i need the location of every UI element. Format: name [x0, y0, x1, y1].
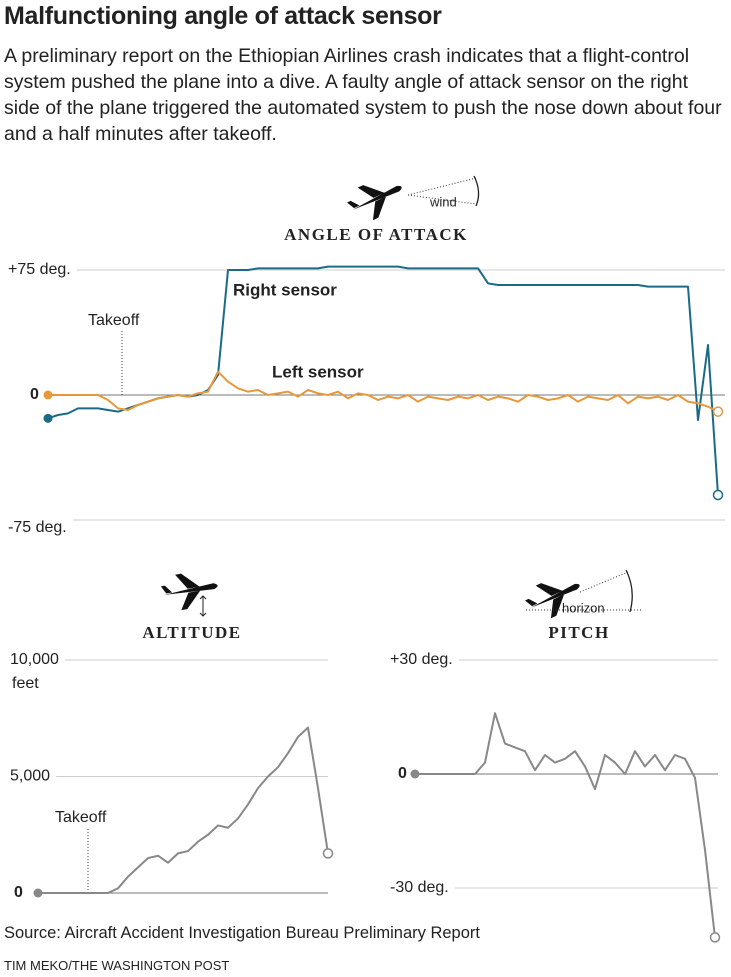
data-line: [48, 370, 719, 413]
y-tick-label: 0: [30, 386, 39, 403]
start-point: [43, 413, 53, 423]
start-point: [33, 888, 43, 898]
annotation: Takeoff: [55, 809, 107, 826]
start-point: [410, 769, 420, 779]
icon-arc: [625, 569, 633, 613]
y-tick-label: +30 deg.: [390, 651, 453, 668]
annotation: Takeoff: [88, 312, 140, 329]
y-tick-label: -30 deg.: [390, 879, 449, 896]
title: Malfunctioning angle of attack sensor: [4, 2, 442, 30]
series-label: Right sensor: [233, 280, 337, 299]
data-line: [415, 712, 716, 938]
y-tick-label: +75 deg.: [8, 261, 71, 278]
plane-icon: [347, 185, 402, 221]
chart-title: ALTITUDE: [142, 623, 241, 642]
y-tick-label: 0: [398, 765, 407, 782]
icon-arrow: [199, 595, 207, 617]
end-point: [322, 848, 334, 859]
end-point: [712, 489, 724, 501]
data-line: [38, 726, 329, 894]
plane-icon: [525, 583, 580, 619]
data-line: [47, 265, 719, 496]
chart-title: PITCH: [548, 623, 609, 642]
icon-line: [579, 571, 629, 593]
credit: TIM MEKO/THE WASHINGTON POST: [4, 958, 230, 973]
icon-label: wind: [429, 194, 457, 209]
icon-line: [407, 194, 477, 205]
end-point: [712, 406, 724, 417]
y-tick-label: 10,000: [10, 651, 59, 668]
description: A preliminary report on the Ethiopian Ai…: [4, 45, 722, 145]
start-point: [43, 390, 53, 400]
y-tick-label: -75 deg.: [8, 519, 67, 536]
source: Source: Aircraft Accident Investigation …: [4, 924, 480, 942]
end-point: [709, 932, 721, 943]
y-unit: feet: [12, 675, 39, 692]
icon-line: [407, 177, 477, 196]
y-tick-label: 0: [14, 884, 23, 901]
series-label: Left sensor: [272, 362, 364, 381]
chart-title: ANGLE OF ATTACK: [284, 225, 468, 244]
icon-label: horizon: [562, 600, 605, 615]
plane-icon: [160, 573, 218, 611]
y-tick-label: 5,000: [10, 768, 50, 785]
icon-arc: [473, 175, 480, 207]
